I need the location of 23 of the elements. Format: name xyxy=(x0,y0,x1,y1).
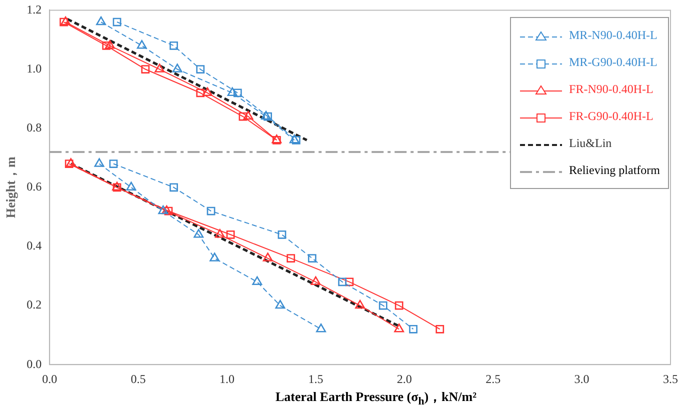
x-tick-label: 3.5 xyxy=(663,372,678,386)
y-tick-label: 0.2 xyxy=(26,298,42,312)
y-tick-label: 0.4 xyxy=(26,238,42,253)
y-tick-label: 0.0 xyxy=(26,356,42,371)
legend-label: Relieving platform xyxy=(569,163,660,178)
legend-label: FR-N90-0.40H-L xyxy=(569,82,654,97)
y-tick-label: 0.8 xyxy=(26,120,42,134)
x-tick-label: 1.5 xyxy=(308,372,324,386)
x-tick-label: 0.0 xyxy=(42,372,58,386)
legend-label: FR-G90-0.40H-L xyxy=(569,109,654,124)
x-tick-label: 1.0 xyxy=(220,372,234,386)
x-tick-label: 0.5 xyxy=(130,372,146,386)
y-tick-label: 0.6 xyxy=(26,180,42,194)
legend-label: MR-G90-0.40H-L xyxy=(569,55,658,70)
y-tick-label: 1.0 xyxy=(26,61,42,76)
y-tick-label: 1.2 xyxy=(26,2,42,16)
y-axis-title: Height，m xyxy=(3,156,18,218)
x-tick-label: 2.0 xyxy=(396,372,412,386)
x-tick-label: 2.5 xyxy=(486,372,501,386)
legend-label: MR-N90-0.40H-L xyxy=(569,28,658,43)
x-axis-title: Lateral Earth Pressure (σ$_{h}$)，kN/m² xyxy=(274,388,478,408)
legend-label: Liu&Lin xyxy=(569,136,612,151)
x-tick-label: 3.0 xyxy=(574,372,590,386)
